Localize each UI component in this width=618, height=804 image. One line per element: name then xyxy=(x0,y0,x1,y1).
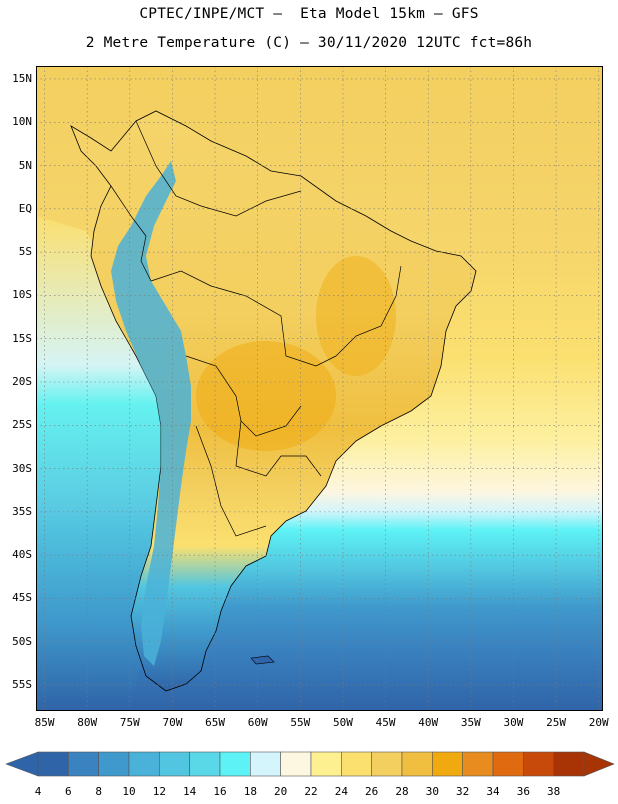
map-frame-border xyxy=(36,66,603,711)
lon-tick-label: 45W xyxy=(375,716,396,729)
andes-cool-zone xyxy=(111,161,191,666)
lat-tick-label: 20S xyxy=(12,375,32,388)
lon-tick-label: 85W xyxy=(34,716,55,729)
colorbar-swatch xyxy=(341,751,372,777)
colorbar-swatch xyxy=(128,751,160,777)
colorbar-swatch xyxy=(523,751,554,777)
colorbar-swatch xyxy=(401,751,433,777)
lat-tick-label: 30S xyxy=(12,461,32,475)
lat-tick-label: 5N xyxy=(18,158,32,172)
temperature-map xyxy=(36,66,603,711)
colorbar-label: 34 xyxy=(486,785,500,798)
colorbar-label: 6 xyxy=(65,785,72,798)
colorbar-swatch xyxy=(432,751,463,777)
colorbar-label: 18 xyxy=(244,785,257,798)
map-title-line1: CPTEC/INPE/MCT – Eta Model 15km – GFS xyxy=(139,6,479,22)
lon-tick-label: 55W xyxy=(290,716,311,729)
lon-tick-label: 70W xyxy=(162,716,183,729)
colorbar-swatch xyxy=(462,751,494,777)
lat-tick-label: 15S xyxy=(12,331,32,345)
lat-tick-label: 45S xyxy=(12,591,32,605)
colorbar-label: 12 xyxy=(153,785,166,798)
colorbar-label: 22 xyxy=(304,785,317,798)
lon-tick-label: 80W xyxy=(77,716,98,729)
colorbar-swatch xyxy=(553,751,585,777)
colorbar-swatch xyxy=(250,751,281,777)
falkland-islands xyxy=(250,655,275,665)
lat-tick-label: 50S xyxy=(12,634,32,648)
lon-tick-label: 30W xyxy=(503,716,524,729)
map-title-line2: 2 Metre Temperature (C) – 30/11/2020 12U… xyxy=(85,35,533,51)
colorbar-label: 8 xyxy=(95,785,102,798)
lat-tick-label: 55S xyxy=(12,678,32,692)
colorbar-swatch xyxy=(219,751,251,777)
colorbar-swatch xyxy=(492,751,524,777)
colorbar-label: 36 xyxy=(517,785,530,798)
colorbar-label: 14 xyxy=(183,785,197,798)
colorbar-label: 30 xyxy=(426,785,439,798)
colorbar-swatch xyxy=(159,751,190,777)
colorbar-swatch xyxy=(189,751,221,777)
lon-tick-label: 25W xyxy=(546,716,567,729)
colorbar-label: 26 xyxy=(365,785,378,798)
hot-core-zone xyxy=(196,341,336,451)
lat-tick-label: 15N xyxy=(12,71,32,85)
colorbar-swatch xyxy=(371,751,403,777)
lon-tick-label: 35W xyxy=(460,716,481,729)
colorbar-label: 20 xyxy=(274,785,287,798)
colorbar-label: 38 xyxy=(547,785,560,798)
lon-tick-label: 50W xyxy=(333,716,353,729)
lon-tick-label: 60W xyxy=(247,716,268,729)
lat-tick-label: 5S xyxy=(18,245,32,259)
temperature-colorbar: 4 6 8 10 12 14 16 18 20 22 24 26 28 30 32 34 36 38 xyxy=(0,748,618,800)
colorbar-min-arrow xyxy=(5,751,39,777)
colorbar-label: 24 xyxy=(335,785,349,798)
colorbar-label: 16 xyxy=(213,785,226,798)
pacific-field xyxy=(36,216,171,711)
lon-tick-label: 20W xyxy=(588,716,609,729)
lat-tick-label: 10S xyxy=(12,288,32,302)
colorbar-label: 32 xyxy=(456,785,469,798)
colorbar-label: 10 xyxy=(122,785,135,798)
lat-tick-label: EQ xyxy=(18,201,32,215)
colorbar-swatch xyxy=(68,751,99,777)
colorbar-label: 28 xyxy=(395,785,408,798)
country-borders xyxy=(110,120,402,537)
colorbar-label: 4 xyxy=(35,785,42,798)
colorbar-swatch xyxy=(310,751,342,777)
colorbar-swatch xyxy=(98,751,130,777)
lat-tick-label: 25S xyxy=(12,418,32,432)
grid-lines xyxy=(36,66,603,711)
colorbar-max-arrow xyxy=(583,751,615,777)
hot-northeast-zone xyxy=(316,256,396,376)
colorbar-swatch xyxy=(37,751,69,777)
lon-tick-label: 75W xyxy=(119,716,140,729)
colorbar-swatch xyxy=(280,751,312,777)
lat-tick-label: 10N xyxy=(12,115,32,129)
lat-tick-label: 40S xyxy=(12,548,32,562)
lat-tick-label: 35S xyxy=(12,504,32,518)
lon-tick-label: 40W xyxy=(418,716,439,729)
lon-tick-label: 65W xyxy=(205,716,225,729)
